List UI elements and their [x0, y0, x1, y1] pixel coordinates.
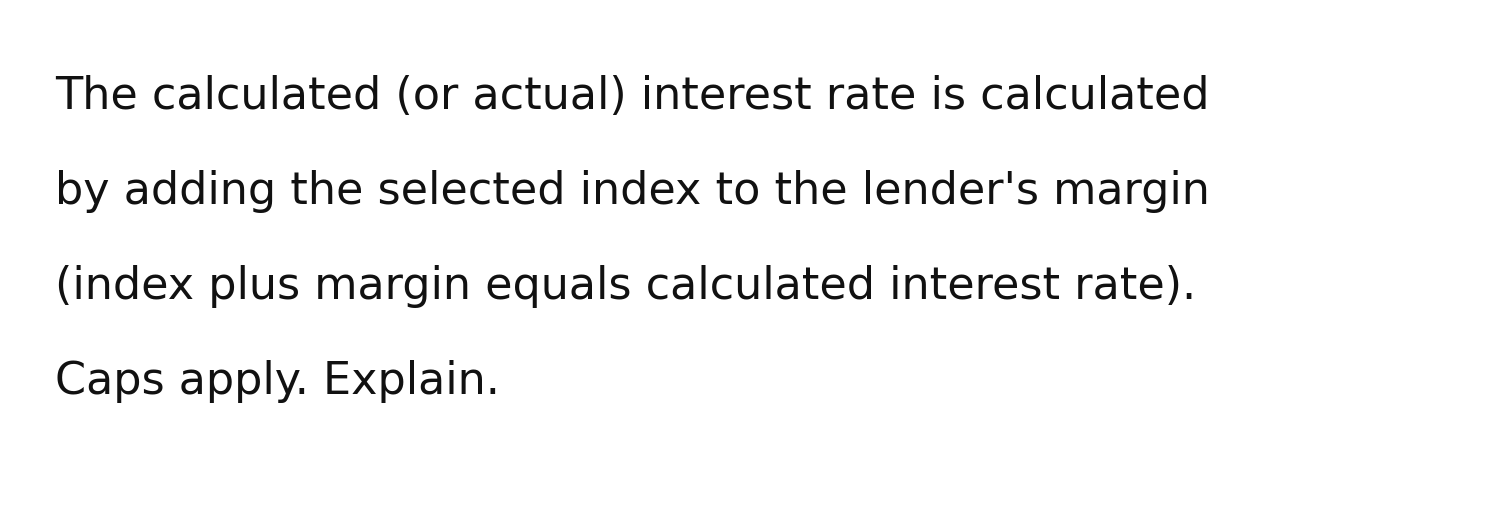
Text: Caps apply. Explain.: Caps apply. Explain.	[56, 360, 500, 403]
Text: The calculated (or actual) interest rate is calculated: The calculated (or actual) interest rate…	[56, 75, 1209, 118]
Text: (index plus margin equals calculated interest rate).: (index plus margin equals calculated int…	[56, 265, 1196, 308]
Text: by adding the selected index to the lender's margin: by adding the selected index to the lend…	[56, 170, 1210, 213]
